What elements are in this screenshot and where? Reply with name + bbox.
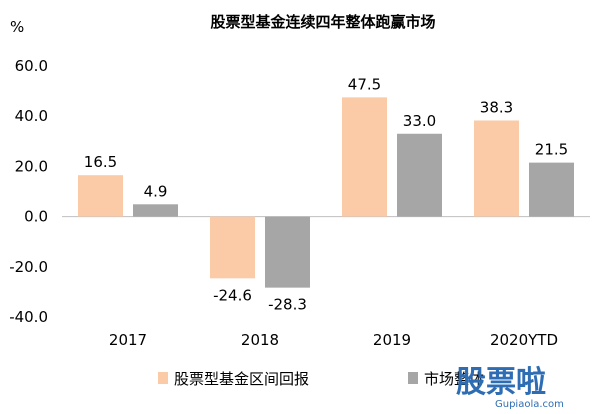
x-category-label: 2018: [241, 331, 279, 349]
bar-fund-2019: [342, 97, 387, 217]
data-labels-group: 16.5 4.9 -24.6 -28.3 47.5 33.0 38.3 21.5: [84, 75, 568, 313]
watermark-sub: Gupiaola.com: [495, 399, 564, 410]
legend-swatch: [158, 372, 168, 384]
data-label: 38.3: [480, 98, 513, 116]
data-label: 33.0: [403, 112, 436, 130]
bar-fund-2020YTD: [474, 120, 519, 217]
x-category-label: 2019: [373, 331, 411, 349]
data-label: -28.3: [268, 296, 307, 314]
bar-market-2019: [397, 133, 442, 217]
x-axis-categories: 2017 2018 2019 2020YTD: [109, 331, 558, 349]
data-label: 16.5: [84, 153, 117, 171]
bar-market-2018: [265, 216, 310, 288]
bar-fund-2018: [210, 216, 255, 279]
bar-fund-2017: [78, 175, 123, 217]
chart-title: 股票型基金连续四年整体跑赢市场: [210, 13, 435, 31]
watermark-logo: 股票啦 Gupiaola.com: [456, 365, 564, 410]
y-tick-label: -20.0: [9, 258, 48, 276]
y-axis-ticks: 60.0 40.0 20.0 0.0 -20.0 -40.0: [9, 57, 48, 326]
y-tick-label: 60.0: [15, 57, 48, 75]
y-tick-label: -40.0: [9, 308, 48, 326]
y-tick-label: 20.0: [15, 157, 48, 175]
legend: 股票型基金区间回报 市场整体: [158, 370, 484, 388]
bar-market-2020YTD: [529, 162, 574, 217]
y-axis-unit-label: %: [10, 18, 24, 36]
data-label: -24.6: [213, 286, 252, 304]
legend-label: 股票型基金区间回报: [174, 370, 309, 388]
y-tick-label: 40.0: [15, 107, 48, 125]
watermark-main: 股票啦: [456, 365, 546, 400]
bar-market-2017: [133, 204, 178, 217]
bars-group: [78, 97, 574, 288]
data-label: 21.5: [535, 141, 568, 159]
x-category-label: 2017: [109, 331, 147, 349]
x-category-label: 2020YTD: [490, 331, 558, 349]
data-label: 47.5: [348, 75, 381, 93]
data-label: 4.9: [144, 182, 168, 200]
legend-label: 市场整体: [424, 370, 484, 388]
legend-swatch: [408, 372, 418, 384]
y-tick-label: 0.0: [24, 208, 48, 226]
